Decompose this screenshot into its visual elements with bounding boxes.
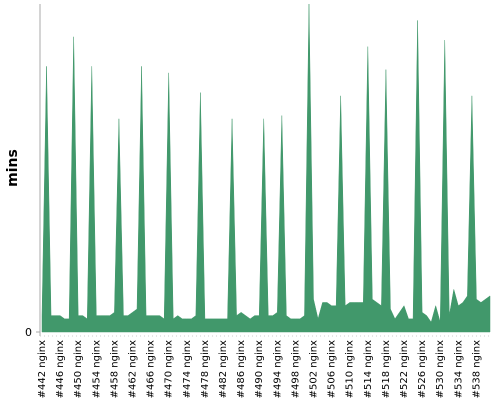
y-tick-label: 0	[25, 326, 32, 339]
x-tick-label: #458 nginx	[109, 340, 120, 398]
x-tick-label: #466 nginx	[146, 340, 157, 398]
area	[41, 3, 491, 333]
x-tick-label: #526 nginx	[417, 340, 428, 398]
x-tick-label: #446 nginx	[55, 340, 66, 398]
x-tick-label: #538 nginx	[471, 340, 482, 398]
x-tick-label: #518 nginx	[381, 340, 392, 398]
x-tick-label: #530 nginx	[435, 340, 446, 398]
x-tick-label: #474 nginx	[182, 340, 193, 398]
x-tick-label: #522 nginx	[399, 340, 410, 398]
x-tick-label: #534 nginx	[453, 340, 464, 398]
x-tick-label: #478 nginx	[200, 340, 211, 398]
x-tick-label: #482 nginx	[218, 340, 229, 398]
x-tick-label: #514 nginx	[363, 340, 374, 398]
x-tick-label: #494 nginx	[272, 340, 283, 398]
x-tick-label: #490 nginx	[254, 340, 265, 398]
x-tick-label: #486 nginx	[236, 340, 247, 398]
x-tick-label: #450 nginx	[73, 340, 84, 398]
x-tick-label: #506 nginx	[327, 340, 338, 398]
x-tick-label: #454 nginx	[91, 340, 102, 398]
x-tick-label: #502 nginx	[309, 340, 320, 398]
x-tick-label: #442 nginx	[37, 340, 48, 398]
x-tick-label: #462 nginx	[128, 340, 139, 398]
y-axis-label: mins	[5, 149, 21, 187]
x-tick-label: #498 nginx	[290, 340, 301, 398]
x-tick-label: #470 nginx	[164, 340, 175, 398]
x-tick-label: #510 nginx	[345, 340, 356, 398]
